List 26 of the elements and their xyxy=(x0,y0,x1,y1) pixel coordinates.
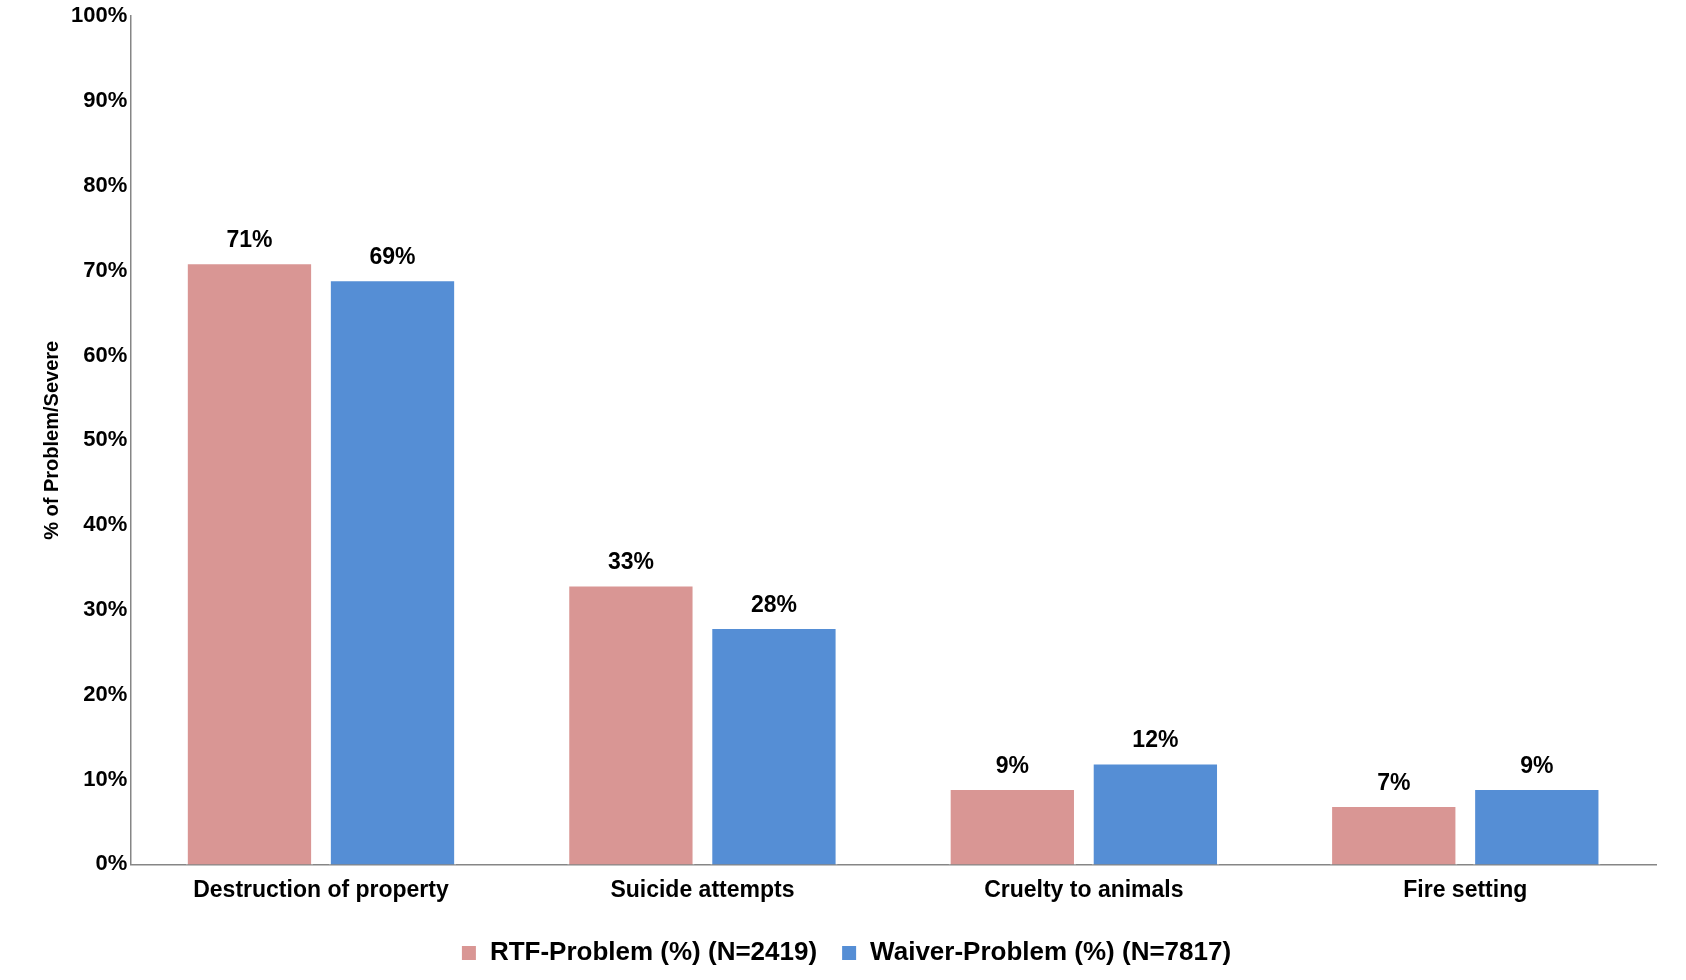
data-label: 9% xyxy=(1520,751,1554,778)
x-tick-label: Destruction of property xyxy=(193,875,449,902)
legend-label: Waiver-Problem (%) (N=7817) xyxy=(870,936,1232,967)
data-label: 69% xyxy=(369,242,416,269)
x-tick-label: Suicide attempts xyxy=(610,875,795,902)
data-label: 9% xyxy=(995,751,1029,778)
y-tick-label: 0% xyxy=(95,850,128,876)
y-axis-title: % of Problem/Severe xyxy=(39,340,62,540)
y-tick-label: 60% xyxy=(83,341,128,367)
y-tick-label: 80% xyxy=(83,171,128,197)
data-label: 12% xyxy=(1132,726,1179,753)
y-tick-label: 90% xyxy=(83,87,128,113)
y-tick-label: 10% xyxy=(83,765,128,791)
legend-label: RTF-Problem (%) (N=2419) xyxy=(489,936,818,967)
data-label: 71% xyxy=(226,226,273,253)
y-tick-label: 70% xyxy=(83,256,128,282)
data-label: 28% xyxy=(750,590,797,617)
y-tick-label: 100% xyxy=(70,2,128,28)
y-tick-label: 40% xyxy=(83,511,128,537)
data-label: 33% xyxy=(607,548,654,575)
data-label: 7% xyxy=(1377,768,1411,795)
y-tick-label: 50% xyxy=(83,426,128,452)
x-tick-label: Cruelty to animals xyxy=(984,875,1184,902)
x-tick-label: Fire setting xyxy=(1403,875,1528,902)
y-tick-label: 30% xyxy=(83,596,128,621)
y-tick-label: 20% xyxy=(83,680,128,706)
